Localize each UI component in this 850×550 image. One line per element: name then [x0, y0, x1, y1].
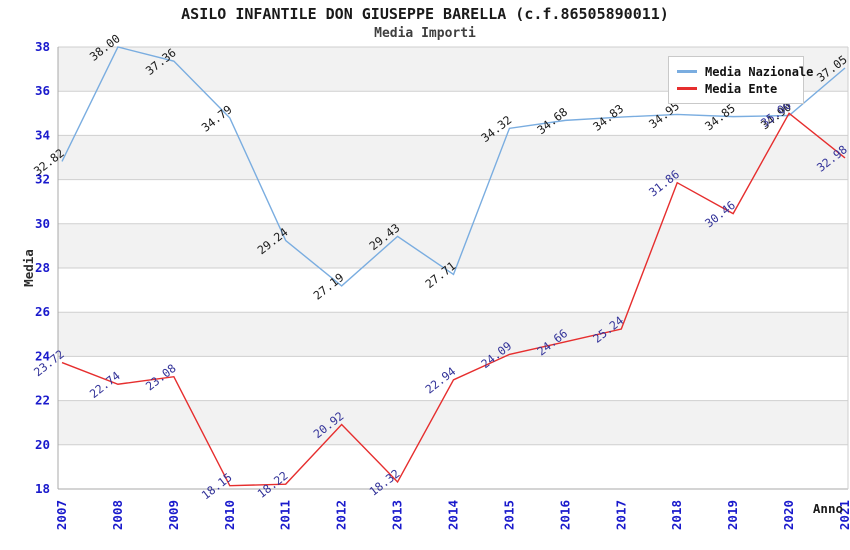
y-axis-tick-label: 30: [35, 216, 50, 231]
series-line-media-nazionale: [61, 46, 846, 287]
x-axis-tick-label: 2012: [334, 500, 349, 530]
x-axis-tick-label: 2008: [110, 500, 125, 530]
chart-subtitle: Media Importi: [374, 26, 476, 41]
y-axis-title: Media: [21, 249, 36, 287]
plot-band: [58, 223, 848, 268]
x-axis-title: Anno: [813, 501, 843, 516]
y-axis-tick-label: 24: [35, 348, 50, 363]
x-axis-tick-label: 2015: [501, 500, 516, 530]
x-axis-tick-label: 2021: [837, 500, 850, 530]
y-axis-tick-label: 28: [35, 260, 50, 275]
series-line-media-ente: [61, 112, 846, 487]
legend-swatch-media-nazionale-icon: [677, 70, 697, 73]
y-axis-tick-label: 22: [35, 393, 50, 408]
x-axis-tick-label: 2014: [446, 500, 461, 530]
plot-band: [58, 400, 848, 445]
x-axis-tick-label: 2019: [725, 500, 740, 530]
y-axis-tick-label: 20: [35, 437, 50, 452]
x-axis-tick-label: 2010: [222, 500, 237, 530]
plot-band: [58, 312, 848, 357]
chart-title: ASILO INFANTILE DON GIUSEPPE BARELLA (c.…: [181, 5, 669, 23]
plot-band: [58, 268, 848, 313]
y-axis-tick-label: 32: [35, 172, 50, 187]
y-axis-tick-label: 34: [35, 127, 50, 142]
x-axis-tick-label: 2020: [781, 500, 796, 530]
legend-box: Media Nazionale Media Ente: [668, 56, 813, 104]
plot-band: [58, 444, 848, 489]
x-axis-tick-label: 2017: [613, 500, 628, 530]
x-axis-tick-label: 2007: [54, 500, 69, 530]
legend-item-media-ente: Media Ente: [677, 80, 795, 97]
x-axis-tick-label: 2018: [669, 500, 684, 530]
legend-swatch-media-ente-icon: [677, 87, 697, 90]
y-axis-tick-label: 18: [35, 481, 50, 496]
y-axis-tick-label: 26: [35, 304, 50, 319]
legend-label-media-ente: Media Ente: [705, 81, 778, 96]
x-axis-tick-label: 2016: [557, 500, 572, 530]
plot-band: [58, 135, 848, 180]
x-axis-tick-label: 2013: [390, 500, 405, 530]
y-axis-tick-label: 38: [35, 39, 50, 54]
x-axis-tick-label: 2011: [278, 500, 293, 530]
legend-item-media-nazionale: Media Nazionale: [677, 63, 813, 80]
x-axis-tick-label: 2009: [166, 500, 181, 530]
plot-band: [58, 179, 848, 224]
plot-band: [58, 356, 848, 401]
y-axis-tick-label: 36: [35, 83, 50, 98]
legend-label-media-nazionale: Media Nazionale: [705, 64, 814, 79]
